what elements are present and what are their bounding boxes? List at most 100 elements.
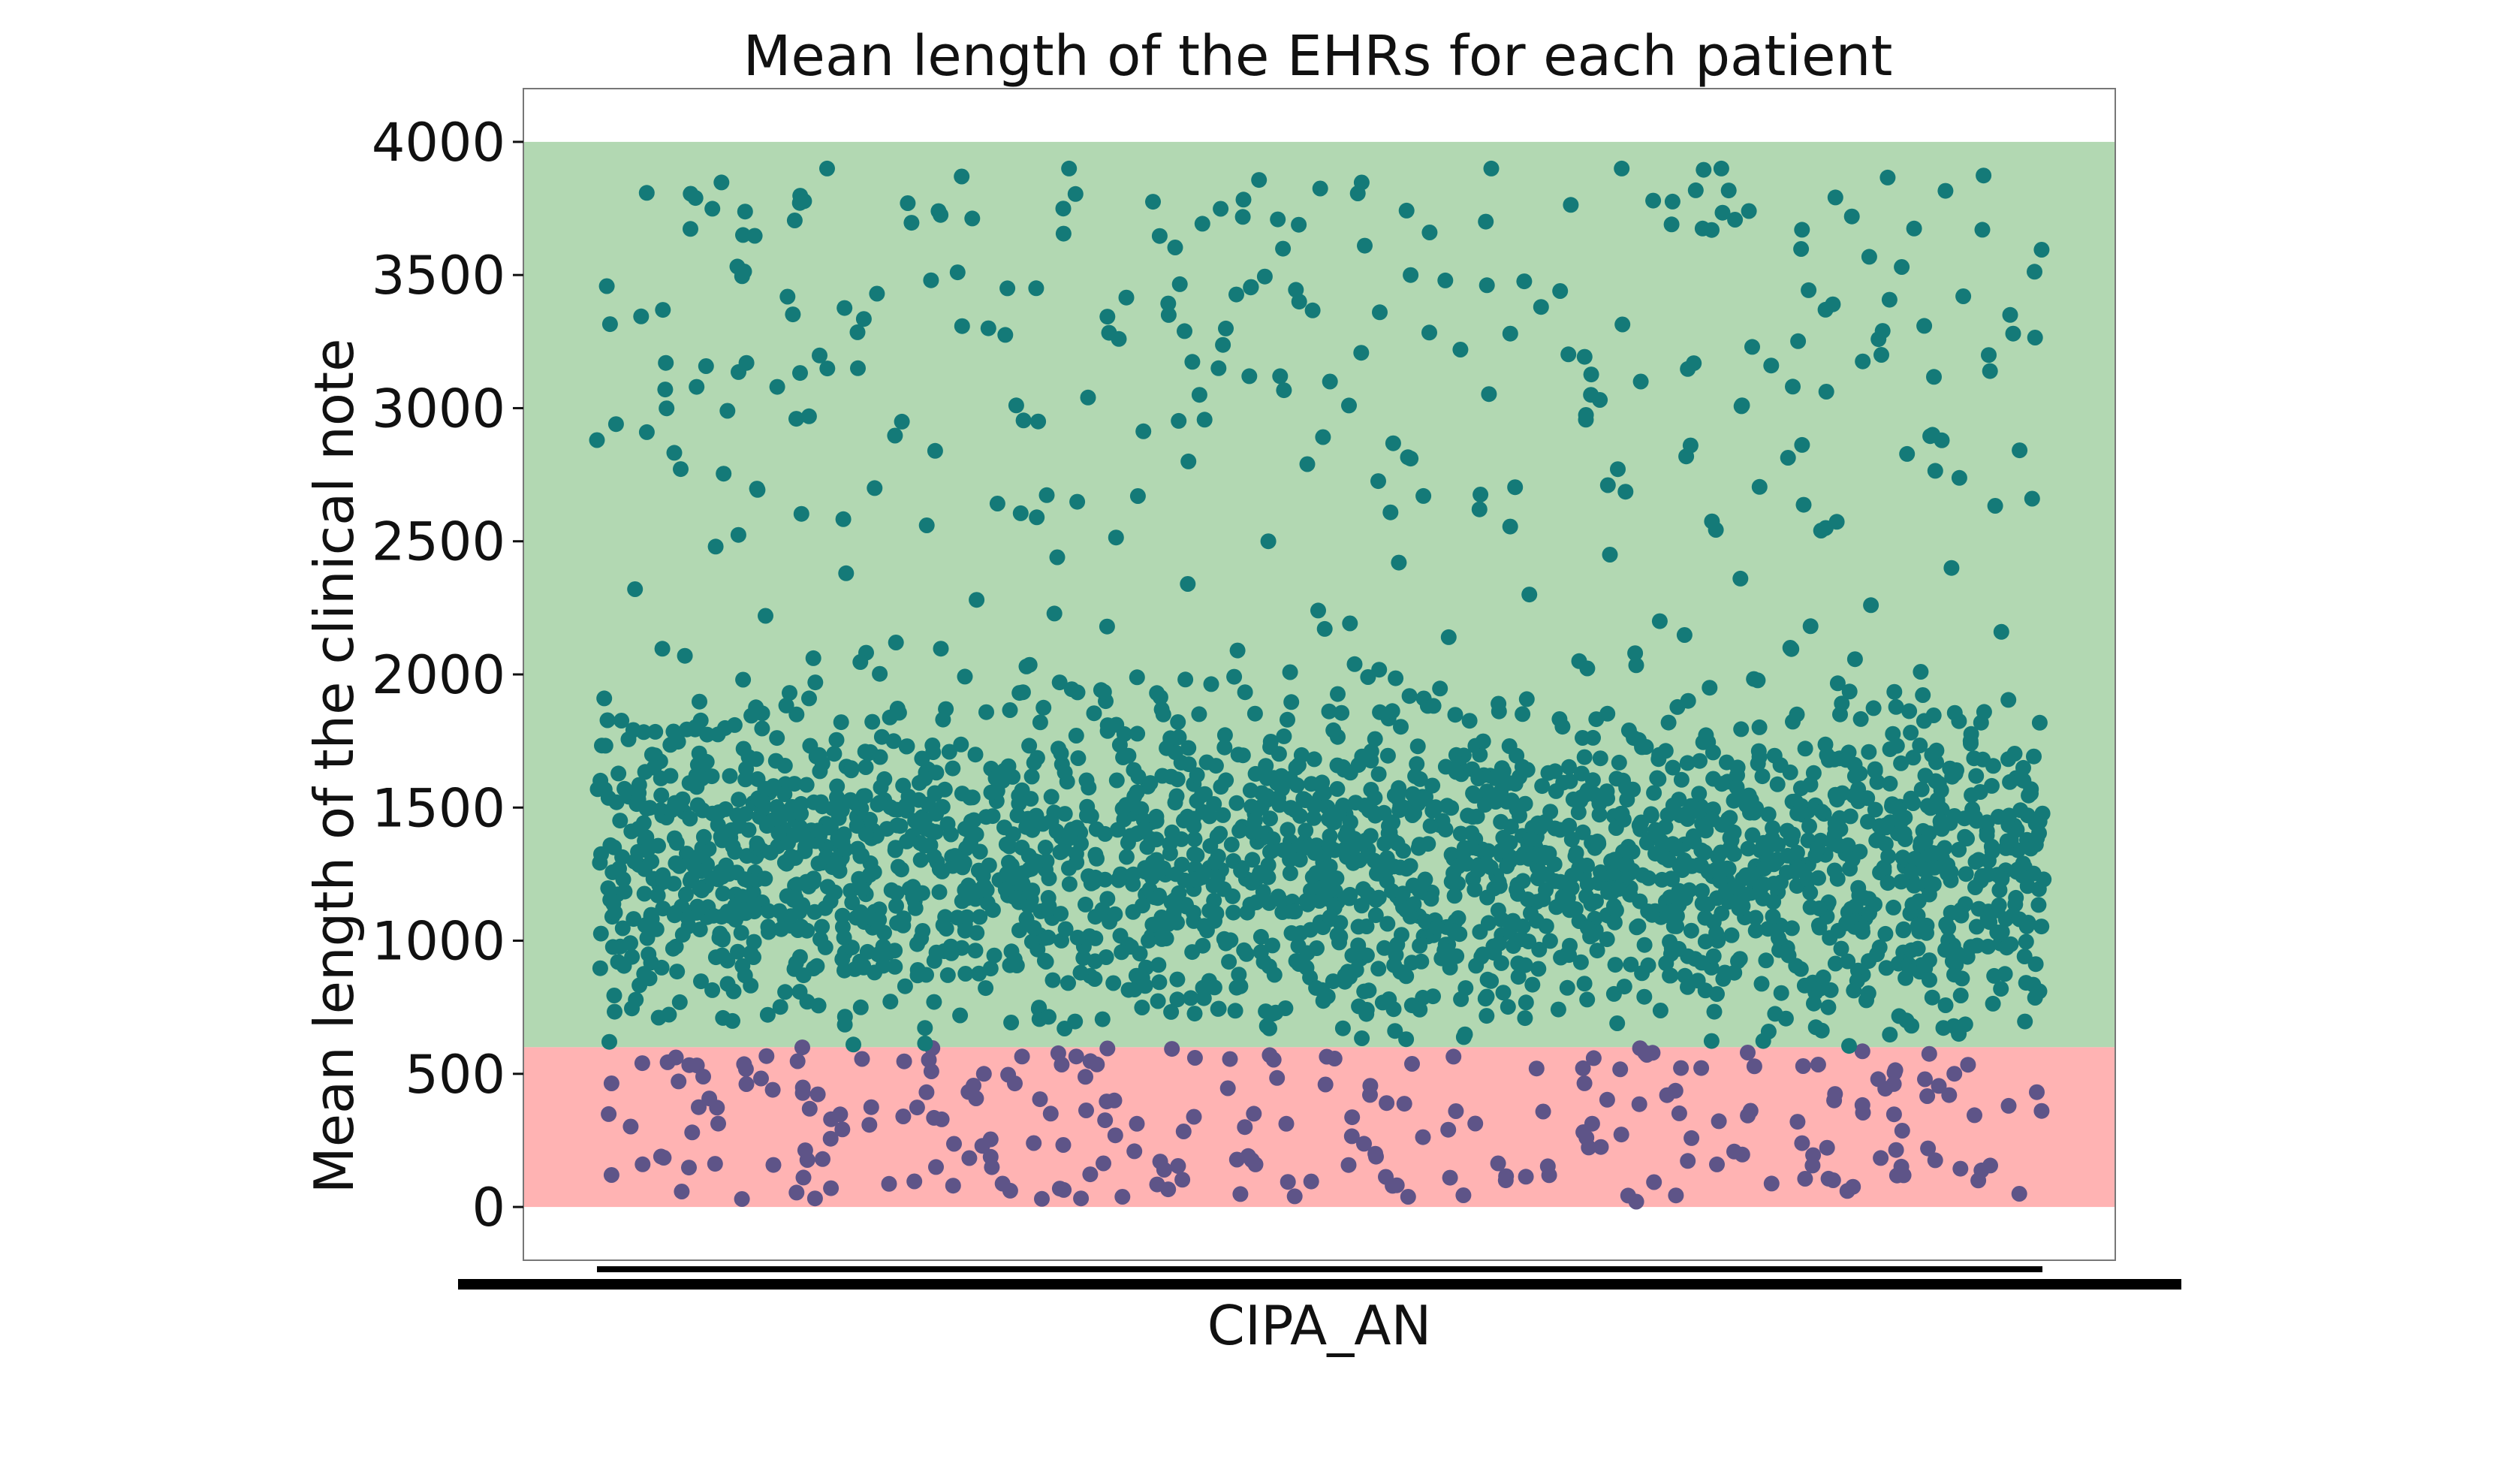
data-point bbox=[1011, 685, 1028, 701]
data-point bbox=[1530, 961, 1547, 977]
data-point bbox=[931, 861, 948, 877]
data-point bbox=[1448, 948, 1465, 964]
data-point bbox=[1611, 754, 1627, 771]
data-point bbox=[1671, 858, 1688, 874]
data-point bbox=[1242, 782, 1258, 798]
data-point bbox=[668, 834, 685, 851]
data-point bbox=[1679, 755, 1696, 771]
data-point bbox=[989, 496, 1005, 511]
data-point bbox=[2019, 878, 2036, 894]
data-point bbox=[1690, 973, 1706, 989]
data-point bbox=[1330, 686, 1346, 702]
data-point bbox=[1714, 776, 1730, 792]
data-point bbox=[1746, 1058, 1762, 1075]
data-point bbox=[1951, 841, 1967, 858]
data-point bbox=[1246, 705, 1263, 722]
data-point bbox=[1434, 813, 1451, 829]
data-point bbox=[743, 707, 760, 724]
data-point bbox=[1085, 874, 1102, 891]
data-point bbox=[1608, 902, 1624, 919]
data-point bbox=[1387, 1023, 1403, 1039]
data-point bbox=[1406, 896, 1422, 913]
data-point bbox=[836, 962, 852, 979]
data-point bbox=[730, 526, 746, 543]
data-point bbox=[861, 867, 878, 883]
data-point bbox=[1567, 848, 1584, 864]
data-point bbox=[1479, 277, 1495, 294]
data-point bbox=[1168, 866, 1184, 882]
data-point bbox=[674, 927, 691, 943]
data-point bbox=[1576, 348, 1593, 365]
data-point bbox=[1592, 750, 1608, 767]
data-point bbox=[1905, 750, 1922, 766]
data-point bbox=[1275, 240, 1292, 257]
data-point bbox=[1282, 865, 1298, 882]
data-point bbox=[627, 581, 644, 597]
data-point bbox=[695, 1069, 711, 1084]
data-point bbox=[1341, 397, 1357, 414]
data-point bbox=[1589, 943, 1605, 959]
data-point bbox=[1915, 687, 1931, 703]
data-point bbox=[1078, 1103, 1094, 1118]
data-point bbox=[1137, 978, 1153, 994]
data-point bbox=[1234, 209, 1251, 225]
data-point bbox=[1097, 825, 1114, 842]
data-point bbox=[975, 1066, 992, 1082]
data-point bbox=[938, 921, 954, 937]
data-point bbox=[1968, 768, 1985, 784]
data-point bbox=[1801, 818, 1817, 834]
data-point bbox=[1509, 876, 1526, 893]
data-point bbox=[843, 792, 859, 808]
data-point bbox=[1466, 881, 1483, 897]
data-point bbox=[2027, 956, 2044, 973]
data-point bbox=[1485, 938, 1502, 955]
data-point bbox=[1023, 861, 1040, 877]
data-point bbox=[1901, 957, 1917, 973]
data-point bbox=[635, 724, 652, 741]
data-point bbox=[1372, 304, 1388, 321]
data-point bbox=[1860, 985, 1876, 1001]
data-point bbox=[1870, 1071, 1886, 1087]
data-point bbox=[714, 931, 731, 948]
data-point bbox=[850, 360, 866, 376]
data-point bbox=[1720, 861, 1737, 877]
data-point bbox=[1186, 1006, 1203, 1022]
data-point bbox=[986, 947, 1002, 964]
data-point bbox=[653, 1148, 669, 1165]
data-point bbox=[638, 424, 655, 440]
data-point bbox=[1650, 771, 1667, 787]
data-point bbox=[1628, 657, 1644, 674]
data-point bbox=[2018, 975, 2034, 991]
data-point bbox=[1174, 1172, 1191, 1188]
y-axis-ticks: 0 500 1000 1500 2000 2500 3000 3500 4000 bbox=[372, 112, 523, 1238]
data-point bbox=[1893, 813, 1910, 829]
data-point bbox=[1542, 933, 1558, 949]
data-point bbox=[1252, 944, 1269, 961]
data-point bbox=[661, 1006, 677, 1023]
data-point bbox=[1627, 645, 1644, 662]
data-point bbox=[1412, 937, 1428, 954]
data-point bbox=[1614, 316, 1631, 333]
data-point bbox=[1497, 1172, 1514, 1189]
data-point bbox=[1283, 925, 1300, 941]
data-point bbox=[1663, 870, 1680, 887]
data-point bbox=[1248, 894, 1265, 910]
data-point bbox=[1517, 1010, 1533, 1027]
data-point bbox=[1310, 602, 1326, 619]
data-point bbox=[1782, 764, 1798, 780]
data-point bbox=[1473, 487, 1489, 502]
data-point bbox=[1018, 658, 1035, 674]
data-point bbox=[928, 806, 945, 822]
data-point bbox=[834, 834, 851, 850]
data-point bbox=[828, 732, 845, 748]
data-point bbox=[954, 786, 970, 802]
data-point bbox=[1590, 834, 1606, 850]
data-point bbox=[1528, 913, 1545, 929]
data-point bbox=[1215, 336, 1231, 353]
data-point bbox=[1734, 397, 1750, 414]
data-point bbox=[705, 907, 722, 924]
data-point bbox=[1362, 1078, 1379, 1094]
data-point bbox=[814, 798, 830, 815]
data-point bbox=[1925, 707, 1942, 723]
data-point bbox=[606, 988, 622, 1003]
